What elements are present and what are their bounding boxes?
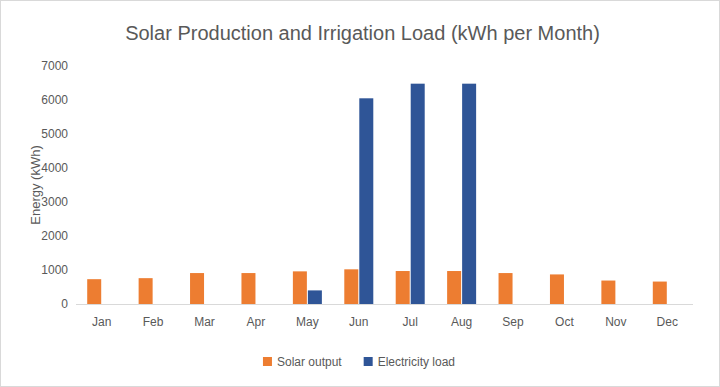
y-axis-label: Energy (kWh) [28,145,43,224]
bar [87,279,101,304]
x-axis-line [76,304,693,305]
bar [256,304,270,305]
y-tick-label: 2000 [41,229,68,243]
bar [499,273,513,304]
bar [565,304,579,305]
bar [668,304,682,305]
x-tick-label: Jan [92,315,111,329]
y-tick [73,100,76,101]
bar [241,273,255,304]
y-tick-label: 7000 [41,59,68,73]
bar [550,274,564,304]
y-tick [73,202,76,203]
bar [462,84,476,304]
chart-title: Solar Production and Irrigation Load (kW… [125,22,600,44]
x-tick-label: Oct [555,315,574,329]
legend-label: Solar output [277,355,342,369]
bar [601,281,615,304]
y-tick-label: 5000 [41,127,68,141]
y-tick [73,134,76,135]
chart-border [1,1,720,387]
bar [411,84,425,304]
legend: Solar output Electricity load [263,355,455,369]
y-tick [73,236,76,237]
y-tick-label: 3000 [41,195,68,209]
bar [154,304,168,305]
x-tick-label: Feb [143,315,164,329]
legend-swatch [263,357,272,366]
y-tick [73,270,76,271]
y-tick-label: 4000 [41,161,68,175]
x-tick-label: Apr [247,315,266,329]
x-tick-label: Aug [451,315,472,329]
bar [344,269,358,304]
bar [653,282,667,304]
legend-label: Electricity load [378,355,455,369]
bar [308,290,322,304]
x-tick-label: Jun [349,315,368,329]
x-tick-label: May [296,315,319,329]
bar [190,273,204,304]
y-tick [73,168,76,169]
bar [293,271,307,304]
legend-swatch [364,357,373,366]
bar [205,304,219,305]
x-tick-label: Jul [403,315,418,329]
x-tick-label: Nov [605,315,626,329]
bars [87,84,667,304]
y-tick-label: 6000 [41,93,68,107]
x-tick-label: Sep [502,315,524,329]
bar [102,304,116,305]
y-tick [73,304,76,305]
bar [514,304,528,305]
y-tick-label: 1000 [41,263,68,277]
bar [396,271,410,304]
x-tick-label: Dec [657,315,678,329]
x-tick-label: Mar [194,315,215,329]
bar [359,98,373,304]
chart: Solar Production and Irrigation Load (kW… [0,0,720,387]
y-tick [73,66,76,67]
bar [447,271,461,304]
y-tick-label: 0 [61,297,68,311]
bar [616,304,630,305]
bar [139,278,153,304]
